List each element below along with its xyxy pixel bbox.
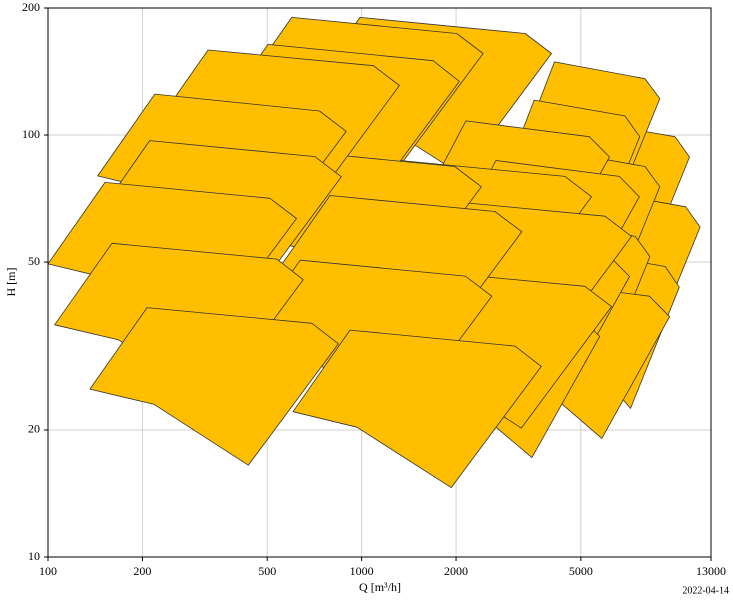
pump-tile (89, 307, 339, 466)
x-tick-label: 1000 (350, 564, 374, 578)
tiles (48, 17, 701, 488)
x-tick-label: 500 (258, 564, 276, 578)
plot-frame (47, 7, 712, 558)
y-tick-label: 100 (22, 127, 40, 141)
y-tick-label: 10 (28, 549, 40, 563)
y-axis-label: H [m] (4, 268, 18, 297)
x-tick-label: 100 (39, 564, 57, 578)
footnote: 2022-04-14 (682, 585, 729, 596)
x-axis-label: Q [m³/h] (359, 580, 401, 594)
y-tick-label: 50 (28, 254, 40, 268)
x-tick-label: 13000 (696, 564, 726, 578)
pump-tile (292, 329, 542, 488)
x-tick-label: 2000 (444, 564, 468, 578)
y-tick-label: 20 (28, 422, 40, 436)
y-tick-label: 200 (22, 0, 40, 14)
x-tick-label: 5000 (569, 564, 593, 578)
x-tick-label: 200 (133, 564, 151, 578)
